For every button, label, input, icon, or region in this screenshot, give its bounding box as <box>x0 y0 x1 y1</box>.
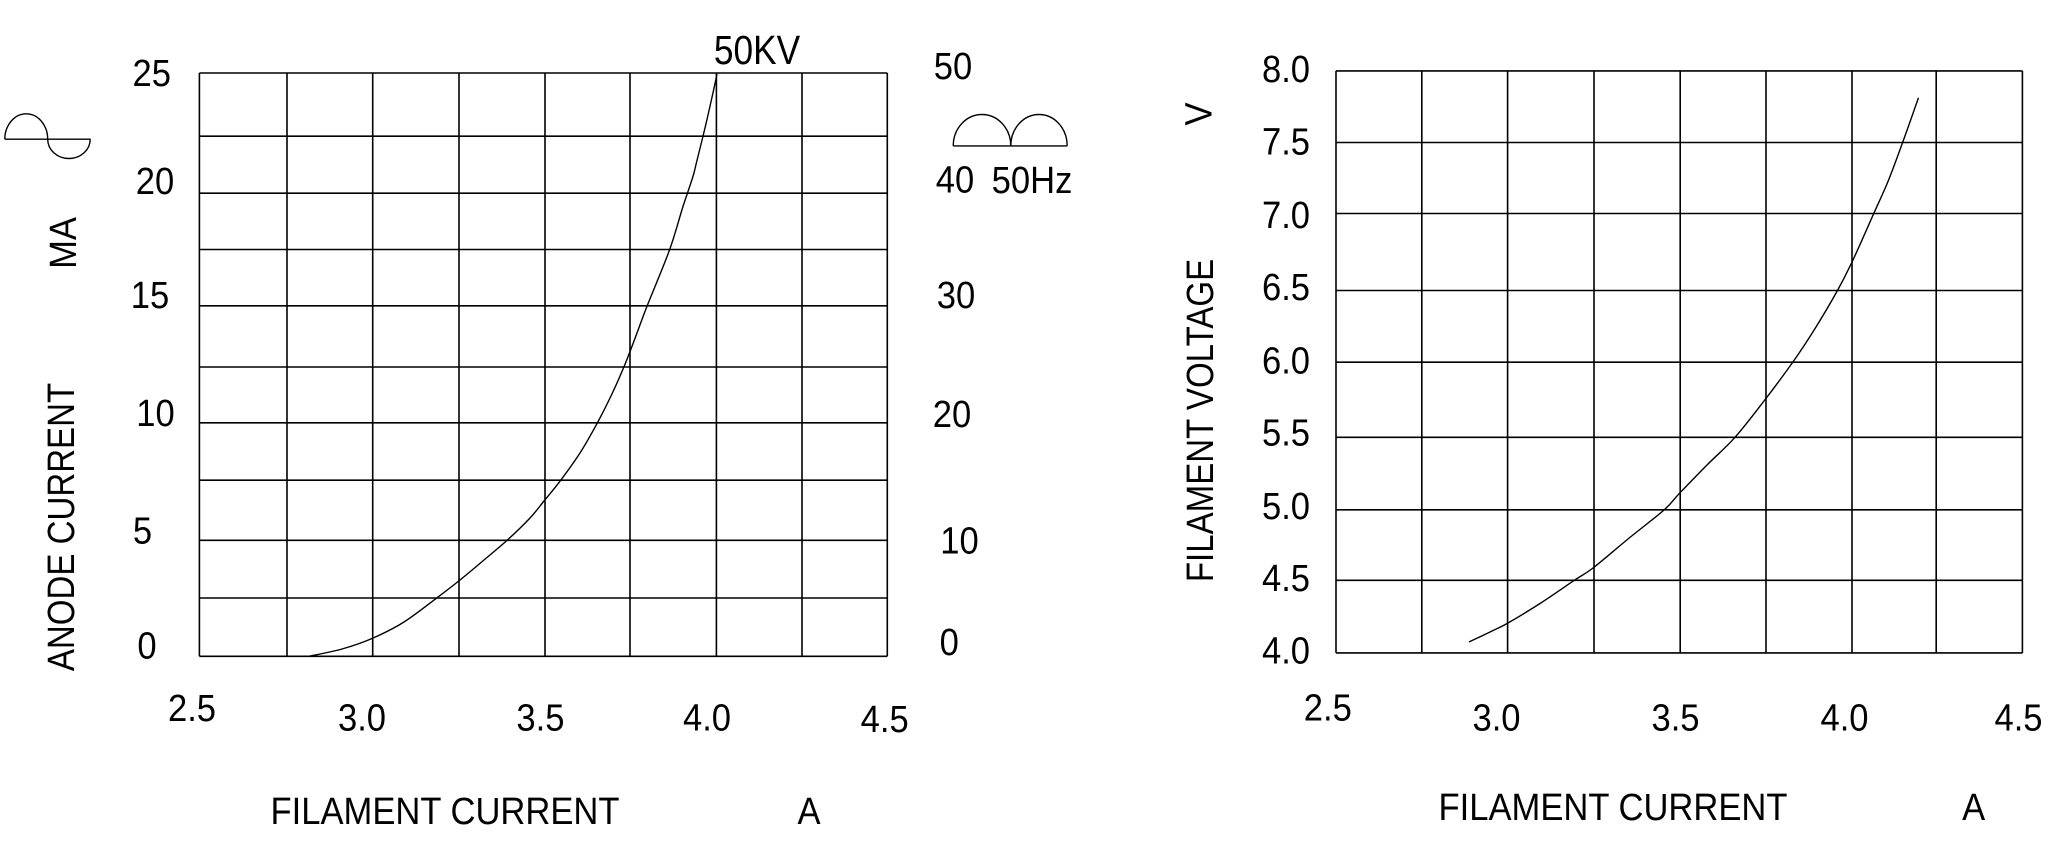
svg-text:50KV: 50KV <box>714 28 801 74</box>
svg-text:4.5: 4.5 <box>1994 696 2042 739</box>
svg-text:A: A <box>797 790 821 833</box>
svg-text:10: 10 <box>136 391 174 434</box>
svg-text:25: 25 <box>132 51 170 94</box>
svg-text:40: 40 <box>936 158 974 201</box>
svg-text:4.5: 4.5 <box>861 698 909 741</box>
svg-text:3.5: 3.5 <box>1651 696 1699 739</box>
svg-text:4.0: 4.0 <box>1262 629 1310 672</box>
svg-text:6.5: 6.5 <box>1262 265 1310 308</box>
svg-text:0: 0 <box>137 624 156 667</box>
svg-text:3.5: 3.5 <box>516 696 564 739</box>
svg-text:15: 15 <box>131 274 169 317</box>
svg-text:20: 20 <box>933 393 971 436</box>
svg-text:FILAMENT CURRENT: FILAMENT CURRENT <box>270 790 619 833</box>
svg-text:2.5: 2.5 <box>1304 686 1352 729</box>
svg-text:FILAMENT CURRENT: FILAMENT CURRENT <box>1438 786 1787 829</box>
svg-text:5.5: 5.5 <box>1262 411 1310 454</box>
svg-text:7.0: 7.0 <box>1262 193 1310 236</box>
svg-text:FILAMENT VOLTAGE: FILAMENT VOLTAGE <box>1179 259 1222 582</box>
svg-text:4.5: 4.5 <box>1262 557 1310 600</box>
svg-text:A: A <box>1962 785 1986 828</box>
svg-text:8.0: 8.0 <box>1262 48 1310 91</box>
svg-text:10: 10 <box>940 519 978 562</box>
svg-text:30: 30 <box>937 274 975 317</box>
svg-text:6.0: 6.0 <box>1262 339 1310 382</box>
svg-text:MA: MA <box>42 216 85 269</box>
svg-text:V: V <box>1177 102 1220 126</box>
svg-text:5.0: 5.0 <box>1262 485 1310 528</box>
svg-text:7.5: 7.5 <box>1262 120 1310 163</box>
svg-text:2.5: 2.5 <box>168 687 216 730</box>
svg-text:4.0: 4.0 <box>1820 696 1868 739</box>
svg-text:50Hz: 50Hz <box>992 159 1073 202</box>
svg-text:3.0: 3.0 <box>338 696 386 739</box>
svg-text:5: 5 <box>133 509 152 552</box>
svg-text:0: 0 <box>940 621 959 664</box>
svg-text:20: 20 <box>136 160 174 203</box>
svg-text:3.0: 3.0 <box>1472 696 1520 739</box>
svg-text:4.0: 4.0 <box>683 696 731 739</box>
svg-text:50: 50 <box>934 45 972 88</box>
svg-text:ANODE CURRENT: ANODE CURRENT <box>40 383 83 671</box>
